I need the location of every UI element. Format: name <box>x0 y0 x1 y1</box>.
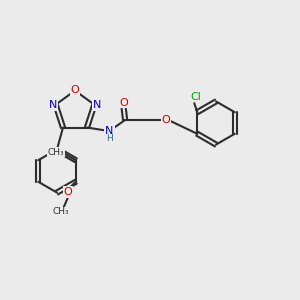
Text: O: O <box>162 115 171 125</box>
Text: CH₃: CH₃ <box>53 207 70 216</box>
Text: O: O <box>70 85 80 95</box>
Text: H: H <box>106 134 113 143</box>
Text: N: N <box>93 100 102 110</box>
Text: Cl: Cl <box>190 92 201 102</box>
Text: N: N <box>105 125 114 136</box>
Text: O: O <box>119 98 128 108</box>
Text: N: N <box>48 100 57 110</box>
Text: O: O <box>64 187 73 197</box>
Text: CH₃: CH₃ <box>48 148 64 157</box>
